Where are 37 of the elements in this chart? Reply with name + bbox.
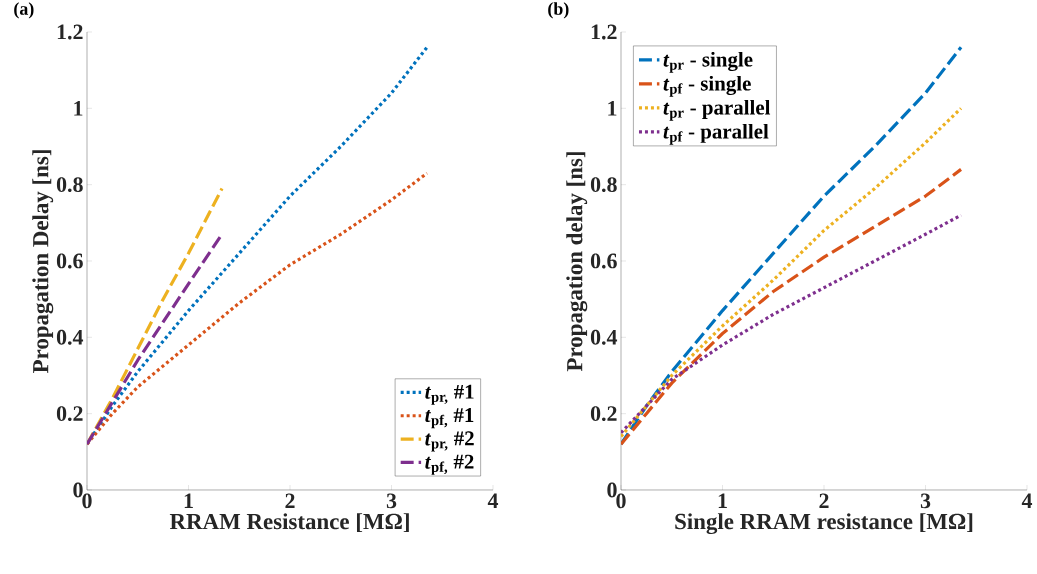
y-tick-label: 0.8 (56, 177, 83, 193)
legend-label: t$_{pr,}$ #2 (425, 431, 474, 452)
legend-label: t$_{pr}$ - single (663, 51, 753, 73)
x-tick-label: 1 (184, 493, 193, 508)
y-tick-label: 0 (73, 482, 83, 498)
x-axis-title: RRAM Resistance [MΩ] (169, 513, 409, 533)
legend-label: t$_{pf}$ - parallel (663, 123, 769, 145)
y-tick-label: 1.2 (57, 24, 83, 40)
y-tick-label: 0.6 (56, 253, 83, 269)
legend-label: t$_{pf,}$ #2 (425, 454, 474, 475)
line-series (621, 167, 963, 446)
x-axis-title: Single RRAM resistance [MΩ] (675, 513, 973, 535)
x-tick-label: 1 (718, 493, 727, 508)
legend-label: t$_{pf}$ - single (663, 75, 751, 97)
x-tick-label: 2 (819, 493, 829, 509)
y-tick-label: 0.6 (590, 253, 617, 269)
x-tick-label: 3 (386, 493, 397, 509)
y-axis-title: Propagation Delay [ns] (32, 150, 54, 374)
y-tick-label: 0.8 (590, 177, 617, 193)
y-tick-label: 1 (608, 101, 617, 116)
y-axis-title: Propagation delay [ns] (566, 152, 588, 372)
y-tick-label: 1.2 (591, 24, 617, 40)
chart-title: (b) (548, 2, 569, 19)
y-tick-label: 0.4 (590, 329, 618, 345)
y-tick-label: 0.2 (590, 406, 617, 422)
x-tick-label: 3 (920, 493, 931, 509)
y-tick-label: 0.2 (56, 406, 83, 422)
x-tick-label: 4 (1021, 493, 1033, 508)
y-tick-label: 0.4 (56, 329, 84, 345)
legend-label: t$_{pf,}$ #1 (425, 408, 474, 429)
y-tick-label: 0 (607, 482, 617, 498)
y-tick-label: 1 (74, 101, 83, 116)
legend-label: t$_{pr,}$ #1 (425, 384, 474, 405)
x-tick-label: 2 (285, 493, 295, 509)
legend-label: t$_{pr}$ - parallel (663, 99, 771, 121)
x-tick-label: 4 (487, 493, 499, 508)
chart-title: (a) (14, 2, 34, 19)
